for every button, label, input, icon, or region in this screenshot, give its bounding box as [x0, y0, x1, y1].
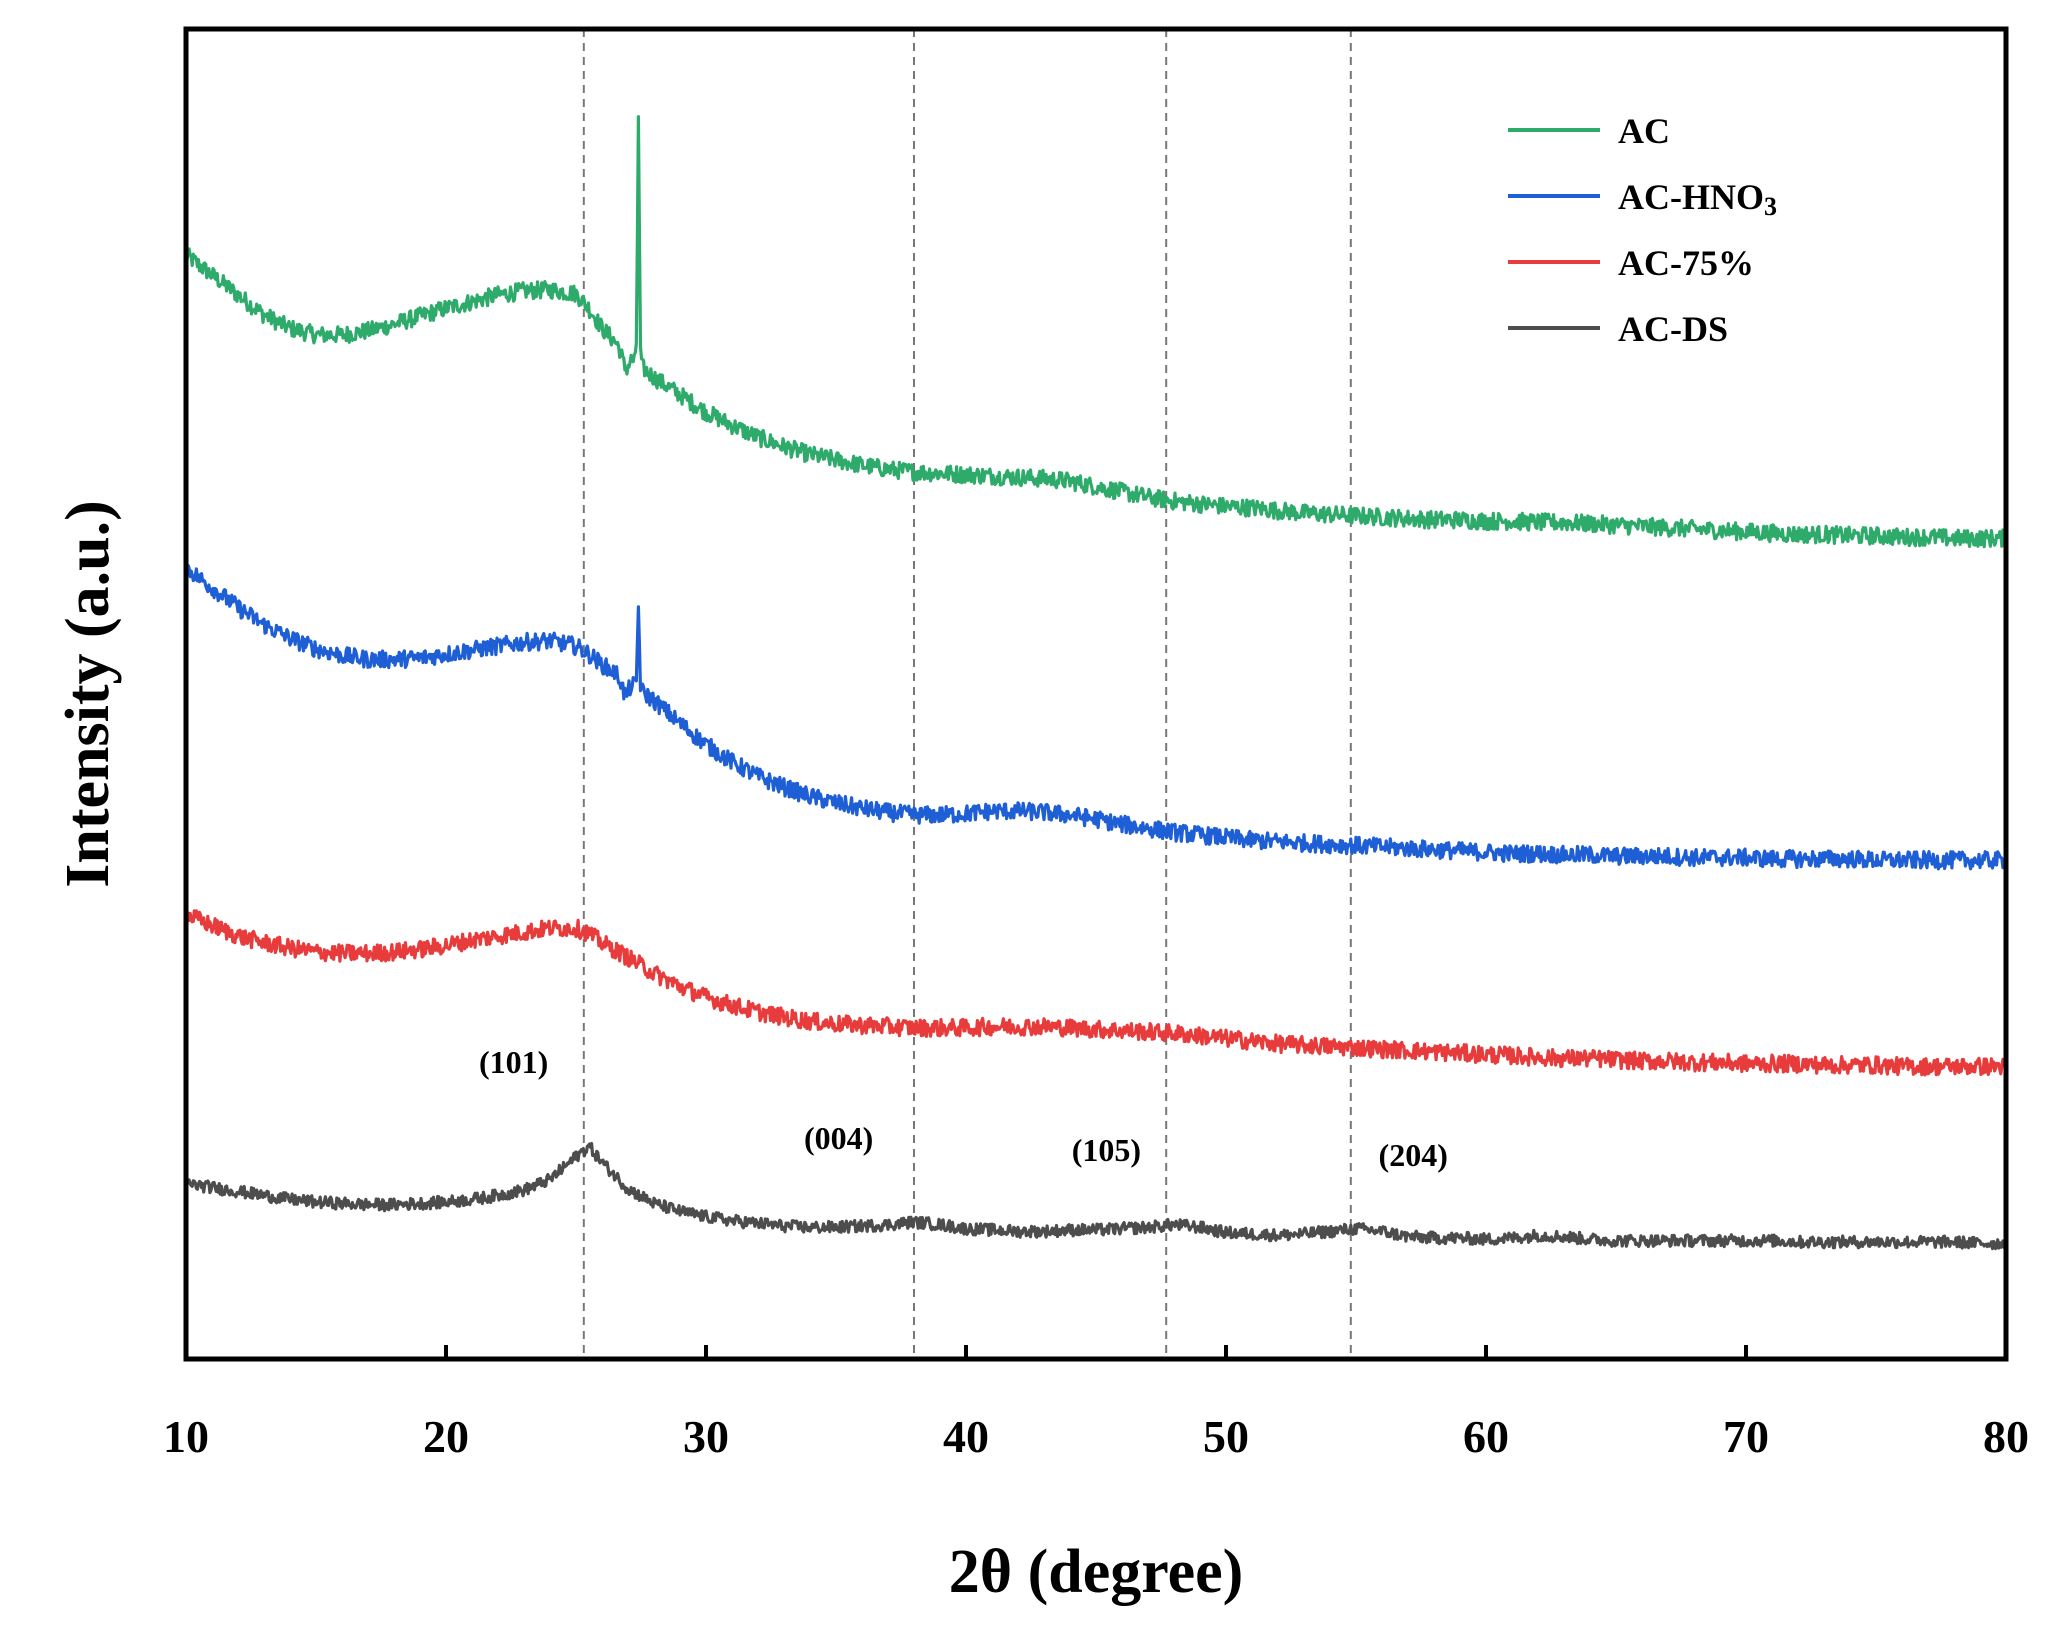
legend-label: AC-HNO3	[1618, 177, 1777, 221]
peak-label: (105)	[1072, 1132, 1141, 1168]
peak-label: (004)	[804, 1120, 873, 1156]
peak-label: (101)	[479, 1044, 548, 1080]
peak-labels: (101) (004) (105) (204)	[479, 1044, 1448, 1173]
series-group	[184, 115, 2008, 1251]
series-line-ac-75-	[184, 909, 2008, 1077]
x-tick-label: 10	[163, 1411, 209, 1462]
reference-lines	[582, 29, 1352, 1359]
x-tick-label: 30	[683, 1411, 729, 1462]
legend-label-subscript: 3	[1764, 192, 1777, 221]
x-tick-label: 20	[423, 1411, 469, 1462]
x-tick-label: 40	[943, 1411, 989, 1462]
legend-label: AC-75%	[1618, 243, 1754, 283]
legend-label: AC-DS	[1618, 309, 1728, 349]
y-axis-title: Intensity (a.u.)	[54, 500, 122, 888]
legend: AC AC-HNO3 AC-75% AC-DS	[1508, 111, 1777, 349]
plot-frame	[183, 26, 2009, 1362]
x-tick-label: 60	[1463, 1411, 1509, 1462]
series-line-ac-hno3	[184, 563, 2008, 871]
peak-label: (204)	[1379, 1137, 1448, 1173]
x-tick-label: 80	[1983, 1411, 2029, 1462]
x-tick-label: 70	[1723, 1411, 1769, 1462]
x-axis-title: 2θ (degree)	[949, 1538, 1244, 1606]
series-line-ac-ds	[184, 1141, 2008, 1251]
series-line-ac	[184, 115, 2008, 549]
legend-label-base: AC-HNO	[1618, 177, 1764, 217]
x-axis-ticks: 10 20 30 40 50 60 70 80	[163, 1345, 2029, 1462]
x-tick-label: 50	[1203, 1411, 1249, 1462]
legend-label: AC	[1618, 111, 1670, 151]
